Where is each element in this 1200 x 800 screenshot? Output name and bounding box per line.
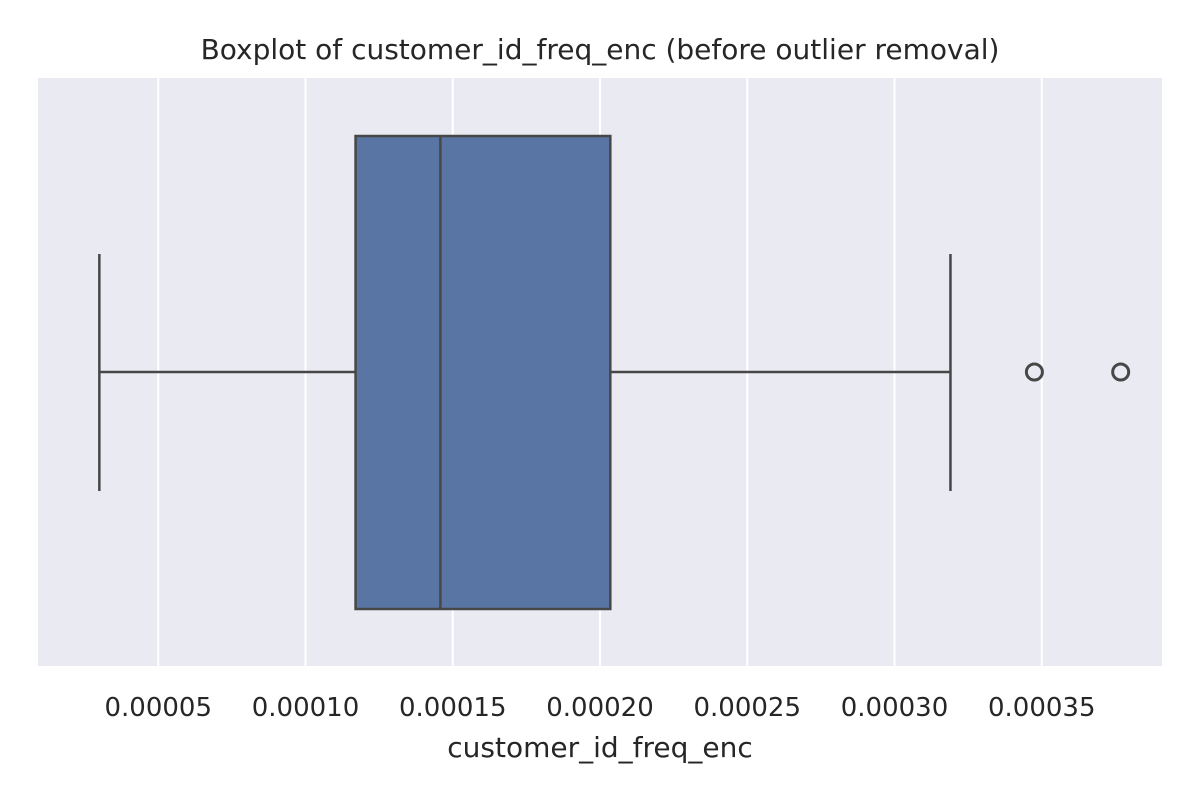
x-tick-label: 0.00035 (988, 693, 1096, 723)
x-tick-label: 0.00030 (841, 693, 949, 723)
x-tick-label: 0.00020 (546, 693, 654, 723)
outlier-point (1024, 362, 1044, 382)
x-axis-label: customer_id_freq_enc (447, 731, 753, 764)
x-tick-label: 0.00015 (399, 693, 507, 723)
x-tick-labels: 0.00005 0.00010 0.00015 0.00020 0.00025 0.000… (104, 693, 1095, 723)
interquartile-box (354, 134, 612, 611)
x-tick-label: 0.00010 (252, 693, 360, 723)
outlier-point (1111, 362, 1131, 382)
chart-title: Boxplot of customer_id_freq_enc (before … (201, 33, 1000, 66)
x-tick-label: 0.00025 (693, 693, 801, 723)
x-tick-label: 0.00005 (104, 693, 212, 723)
box-plot-group (98, 134, 1131, 611)
